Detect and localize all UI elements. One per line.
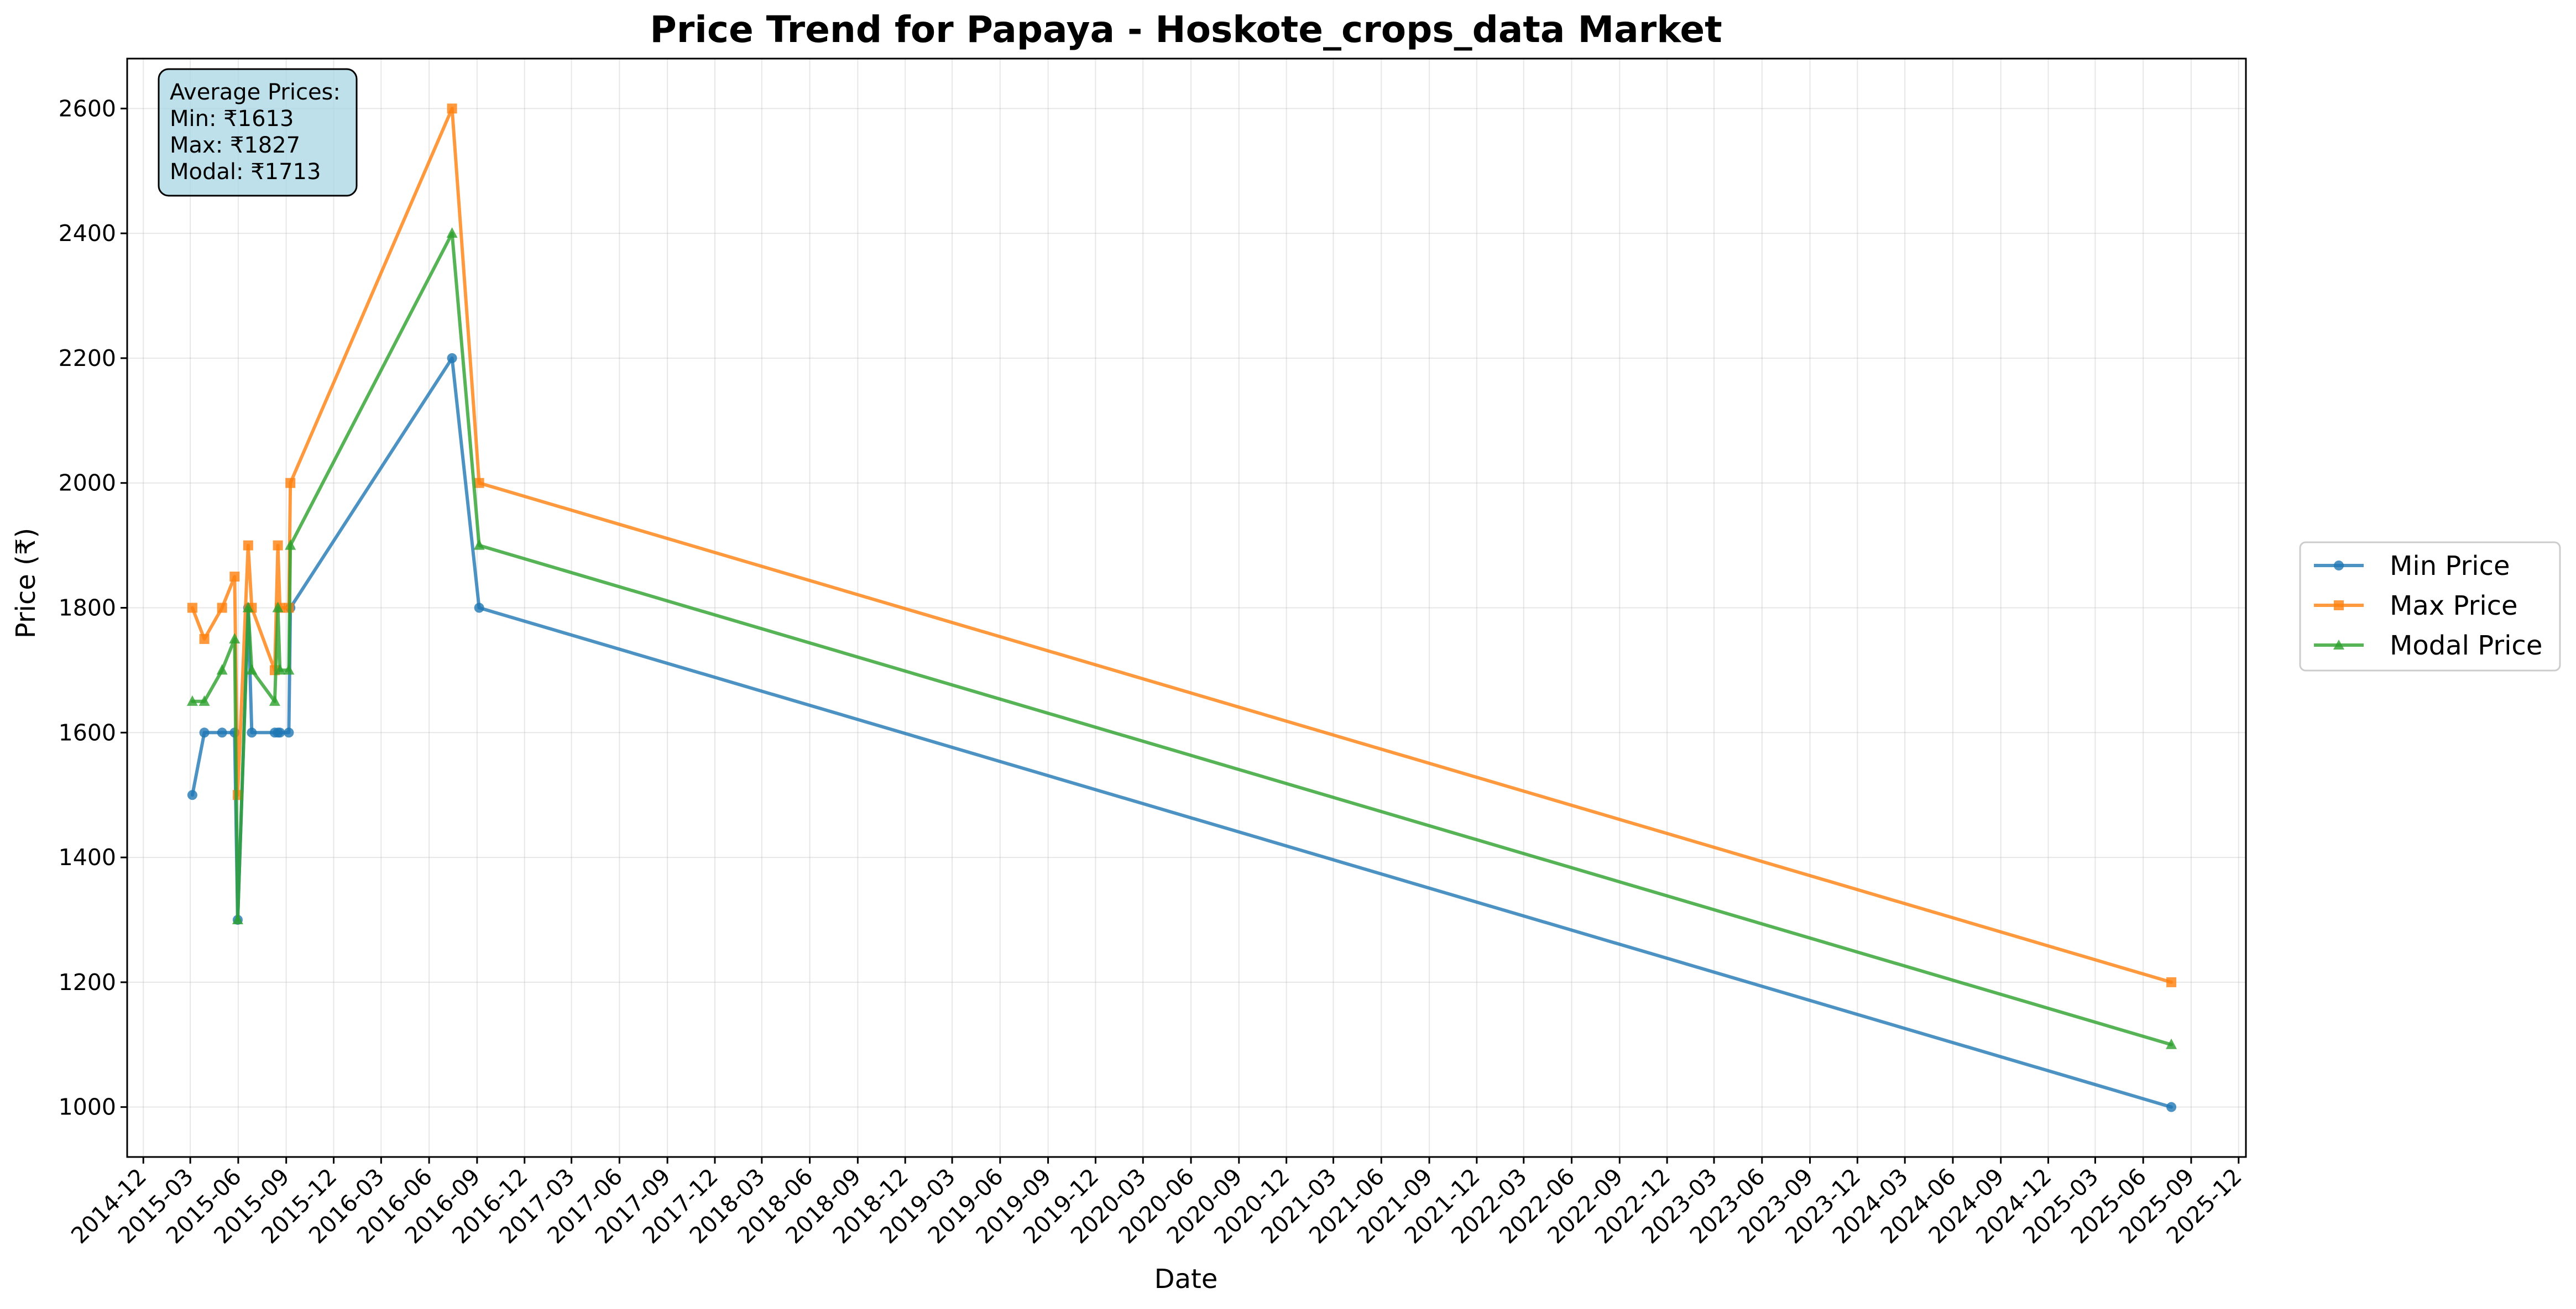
data-point-max-price	[273, 540, 283, 551]
data-point-max-price	[285, 478, 296, 488]
y-tick-label: 2400	[59, 220, 116, 247]
data-point-modal-price	[246, 664, 258, 675]
data-point-min-price	[284, 727, 294, 738]
data-point-min-price	[474, 603, 484, 613]
legend-modal-label: Modal Price	[2390, 630, 2542, 661]
data-point-min-price	[199, 727, 210, 738]
data-point-min-price	[2166, 1102, 2177, 1112]
y-tick-label: 1800	[59, 595, 116, 621]
data-point-min-price	[217, 727, 227, 738]
legend-item-min-price: Min Price	[2314, 551, 2510, 582]
data-point-modal-price	[232, 913, 243, 924]
data-point-max-price	[187, 603, 197, 613]
data-point-modal-price	[285, 539, 296, 550]
series-modal-price	[186, 227, 2177, 1049]
data-point-max-price	[2166, 977, 2177, 987]
y-tick-label: 1400	[59, 844, 116, 871]
average-min-price: Min: ₹1613	[170, 106, 294, 132]
data-point-max-price	[199, 633, 210, 644]
data-point-modal-price	[2166, 1038, 2177, 1049]
data-point-max-price	[474, 478, 484, 488]
y-tick-label: 1000	[59, 1094, 116, 1120]
data-point-modal-price	[216, 664, 228, 675]
x-axis-label: Date	[1154, 1264, 1218, 1295]
legend-max-label: Max Price	[2390, 590, 2518, 621]
average-prices-heading: Average Prices:	[170, 80, 341, 105]
legend-item-max-price: Max Price	[2314, 590, 2518, 621]
series-layer	[186, 103, 2177, 1112]
data-point-modal-price	[198, 695, 210, 706]
data-point-max-price	[447, 103, 457, 114]
data-point-modal-price	[473, 539, 485, 550]
data-point-modal-price	[186, 695, 198, 706]
average-max-price: Max: ₹1827	[170, 133, 300, 158]
legend-item-modal-price: Modal Price	[2314, 630, 2542, 661]
legend-box	[2299, 541, 2561, 672]
data-point-min-price	[247, 727, 257, 738]
legend-modal-marker	[2333, 640, 2344, 650]
data-point-min-price	[187, 790, 197, 800]
y-tick-label: 2600	[59, 95, 116, 122]
data-point-modal-price	[446, 227, 458, 238]
data-point-max-price	[217, 603, 227, 613]
chart-title: Price Trend for Papaya - Hoskote_crops_d…	[650, 8, 1722, 51]
y-tick-label: 1200	[59, 969, 116, 996]
data-point-modal-price	[272, 601, 284, 612]
data-point-modal-price	[269, 695, 280, 706]
y-axis-label: Price (₹)	[11, 528, 41, 638]
data-point-modal-price	[229, 632, 241, 643]
y-tick-label: 1600	[59, 719, 116, 746]
data-point-min-price	[275, 727, 285, 738]
data-point-modal-price	[274, 664, 286, 675]
average-modal-price: Modal: ₹1713	[170, 159, 321, 185]
average-prices-box: Average Prices: Min: ₹1613 Max: ₹1827 Mo…	[158, 68, 358, 197]
y-tick-label: 2000	[59, 470, 116, 496]
y-tick-label: 2200	[59, 345, 116, 371]
legend-min-marker	[2334, 561, 2344, 570]
data-point-min-price	[447, 353, 457, 363]
average-prices-box-background	[158, 68, 358, 197]
data-point-modal-price	[283, 664, 295, 675]
legend-min-label: Min Price	[2390, 551, 2510, 582]
data-point-modal-price	[242, 601, 254, 612]
data-point-max-price	[243, 540, 253, 551]
legend-max-marker	[2334, 600, 2344, 610]
legend: Min Price Max Price Modal Price	[2299, 541, 2561, 672]
data-point-max-price	[229, 572, 240, 582]
